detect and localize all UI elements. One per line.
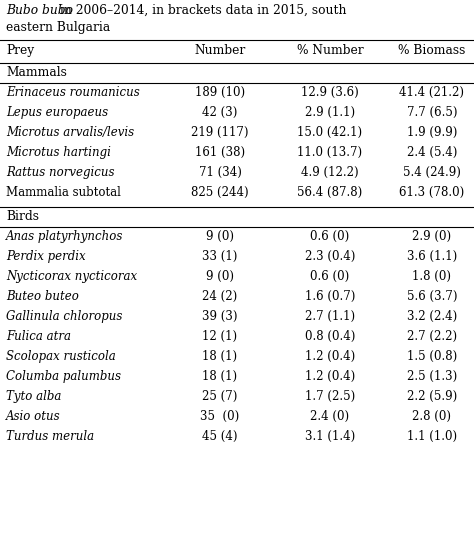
- Text: 9 (0): 9 (0): [206, 270, 234, 283]
- Text: 1.2 (0.4): 1.2 (0.4): [305, 350, 355, 363]
- Text: Erinaceus roumanicus: Erinaceus roumanicus: [6, 86, 140, 99]
- Text: Asio otus: Asio otus: [6, 410, 61, 423]
- Text: 2.5 (1.3): 2.5 (1.3): [407, 370, 457, 383]
- Text: Mammalia subtotal: Mammalia subtotal: [6, 186, 121, 199]
- Text: 0.6 (0): 0.6 (0): [310, 270, 350, 283]
- Text: 25 (7): 25 (7): [202, 390, 237, 403]
- Text: 4.9 (12.2): 4.9 (12.2): [301, 166, 359, 179]
- Text: % Biomass: % Biomass: [398, 44, 465, 57]
- Text: 12 (1): 12 (1): [202, 330, 237, 343]
- Text: 2.4 (0): 2.4 (0): [310, 410, 349, 423]
- Text: 3.1 (1.4): 3.1 (1.4): [305, 430, 355, 443]
- Text: Buteo buteo: Buteo buteo: [6, 290, 79, 303]
- Text: 1.5 (0.8): 1.5 (0.8): [407, 350, 457, 363]
- Text: 7.7 (6.5): 7.7 (6.5): [407, 106, 457, 119]
- Text: 1.1 (1.0): 1.1 (1.0): [407, 430, 457, 443]
- Text: 61.3 (78.0): 61.3 (78.0): [400, 186, 465, 199]
- Text: Rattus norvegicus: Rattus norvegicus: [6, 166, 115, 179]
- Text: Tyto alba: Tyto alba: [6, 390, 61, 403]
- Text: 45 (4): 45 (4): [202, 430, 238, 443]
- Text: Birds: Birds: [6, 210, 39, 223]
- Text: 2.3 (0.4): 2.3 (0.4): [305, 250, 355, 263]
- Text: 18 (1): 18 (1): [202, 350, 237, 363]
- Text: Mammals: Mammals: [6, 66, 67, 79]
- Text: 71 (34): 71 (34): [199, 166, 241, 179]
- Text: 18 (1): 18 (1): [202, 370, 237, 383]
- Text: 189 (10): 189 (10): [195, 86, 245, 99]
- Text: Lepus europaeus: Lepus europaeus: [6, 106, 108, 119]
- Text: 42 (3): 42 (3): [202, 106, 237, 119]
- Text: 15.0 (42.1): 15.0 (42.1): [298, 126, 363, 139]
- Text: 1.8 (0): 1.8 (0): [412, 270, 452, 283]
- Text: 35  (0): 35 (0): [201, 410, 240, 423]
- Text: 2.8 (0): 2.8 (0): [412, 410, 452, 423]
- Text: Scolopax rusticola: Scolopax rusticola: [6, 350, 116, 363]
- Text: 3.6 (1.1): 3.6 (1.1): [407, 250, 457, 263]
- Text: 2.9 (1.1): 2.9 (1.1): [305, 106, 355, 119]
- Text: 9 (0): 9 (0): [206, 230, 234, 243]
- Text: 0.8 (0.4): 0.8 (0.4): [305, 330, 355, 343]
- Text: 2.9 (0): 2.9 (0): [412, 230, 452, 243]
- Text: Anas platyrhynchos: Anas platyrhynchos: [6, 230, 123, 243]
- Text: 2.4 (5.4): 2.4 (5.4): [407, 146, 457, 159]
- Text: 161 (38): 161 (38): [195, 146, 245, 159]
- Text: 39 (3): 39 (3): [202, 310, 238, 323]
- Text: Microtus arvalis/levis: Microtus arvalis/levis: [6, 126, 134, 139]
- Text: 2.7 (2.2): 2.7 (2.2): [407, 330, 457, 343]
- Text: Bubo bubo: Bubo bubo: [6, 4, 73, 17]
- Text: 1.6 (0.7): 1.6 (0.7): [305, 290, 355, 303]
- Text: Gallinula chloropus: Gallinula chloropus: [6, 310, 122, 323]
- Text: 219 (117): 219 (117): [191, 126, 249, 139]
- Text: 1.7 (2.5): 1.7 (2.5): [305, 390, 355, 403]
- Text: % Number: % Number: [297, 44, 363, 57]
- Text: Number: Number: [194, 44, 246, 57]
- Text: Nycticorax nycticorax: Nycticorax nycticorax: [6, 270, 137, 283]
- Text: eastern Bulgaria: eastern Bulgaria: [6, 21, 110, 34]
- Text: 2.2 (5.9): 2.2 (5.9): [407, 390, 457, 403]
- Text: 1.9 (9.9): 1.9 (9.9): [407, 126, 457, 139]
- Text: 5.4 (24.9): 5.4 (24.9): [403, 166, 461, 179]
- Text: 0.6 (0): 0.6 (0): [310, 230, 350, 243]
- Text: 56.4 (87.8): 56.4 (87.8): [297, 186, 363, 199]
- Text: 5.6 (3.7): 5.6 (3.7): [407, 290, 457, 303]
- Text: Columba palumbus: Columba palumbus: [6, 370, 121, 383]
- Text: Turdus merula: Turdus merula: [6, 430, 94, 443]
- Text: 11.0 (13.7): 11.0 (13.7): [298, 146, 363, 159]
- Text: 825 (244): 825 (244): [191, 186, 249, 199]
- Text: 24 (2): 24 (2): [202, 290, 237, 303]
- Text: Fulica atra: Fulica atra: [6, 330, 71, 343]
- Text: 1.2 (0.4): 1.2 (0.4): [305, 370, 355, 383]
- Text: Prey: Prey: [6, 44, 34, 57]
- Text: 3.2 (2.4): 3.2 (2.4): [407, 310, 457, 323]
- Text: 41.4 (21.2): 41.4 (21.2): [400, 86, 465, 99]
- Text: Microtus hartingi: Microtus hartingi: [6, 146, 111, 159]
- Text: 33 (1): 33 (1): [202, 250, 237, 263]
- Text: 12.9 (3.6): 12.9 (3.6): [301, 86, 359, 99]
- Text: Perdix perdix: Perdix perdix: [6, 250, 86, 263]
- Text: in 2006–2014, in brackets data in 2015, south: in 2006–2014, in brackets data in 2015, …: [56, 4, 346, 17]
- Text: 2.7 (1.1): 2.7 (1.1): [305, 310, 355, 323]
